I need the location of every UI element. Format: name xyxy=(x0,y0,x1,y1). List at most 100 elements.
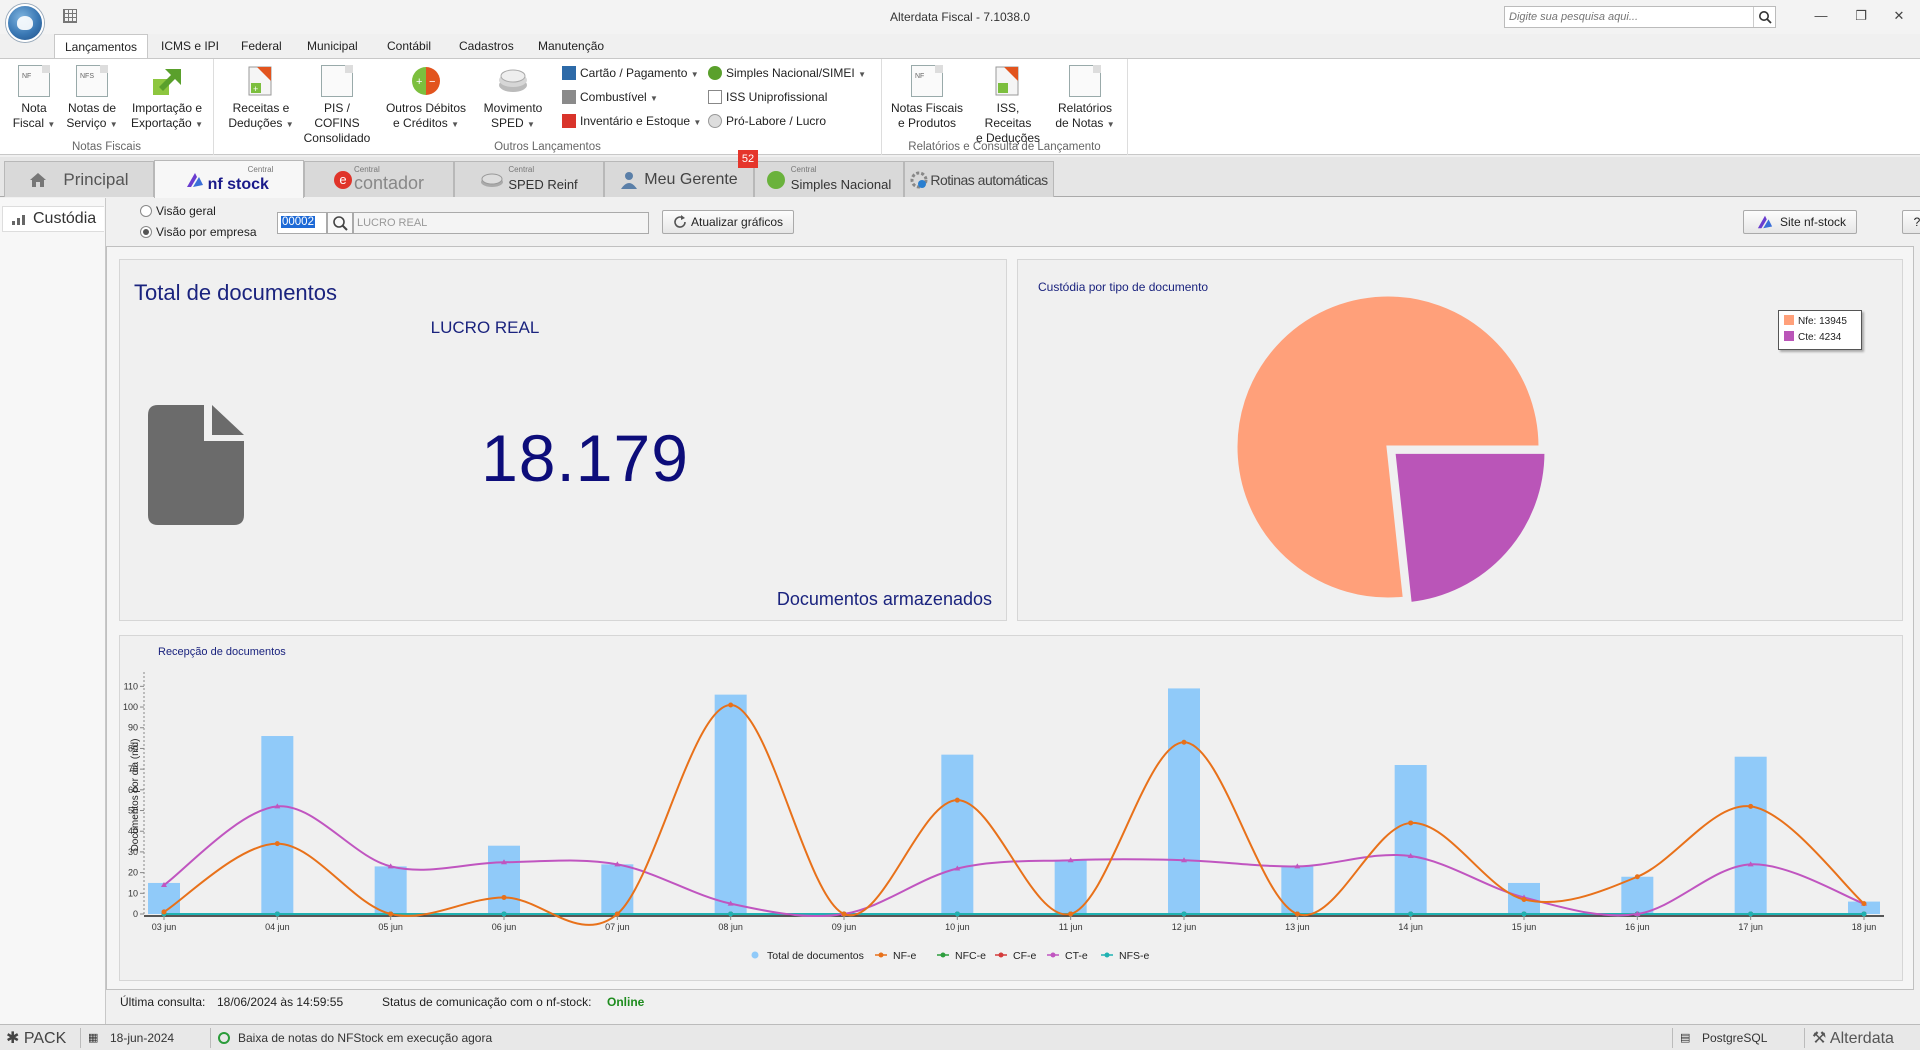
tab-nf-stock[interactable]: Central nf stock xyxy=(154,160,304,198)
point-cte-0[interactable] xyxy=(161,882,167,888)
notas-fiscais-produtos-button[interactable]: NF Notas Fiscais e Produtos xyxy=(890,65,964,131)
relatorios-notas-button[interactable]: Relatórios de Notas ▼ xyxy=(1052,65,1118,132)
simples-simei-button[interactable]: Simples Nacional/SIMEI ▼ xyxy=(708,63,866,83)
pis-cofins-button[interactable]: PIS / COFINS Consolidado xyxy=(302,65,372,146)
legend-item-nfce[interactable]: NFC-e xyxy=(937,950,986,962)
point-cte-1[interactable] xyxy=(274,803,281,809)
point-nfe-0[interactable] xyxy=(161,909,167,915)
tab-meu-gerente[interactable]: Meu Gerente xyxy=(604,161,754,197)
point-cte-14[interactable] xyxy=(1747,861,1754,867)
notas-servico-button[interactable]: NFS Notas de Serviço ▼ xyxy=(64,65,120,132)
point-nfse-7[interactable] xyxy=(954,911,960,917)
bar-total-7[interactable] xyxy=(941,754,974,914)
legend-item-totaldedocumentos[interactable]: Total de documentos xyxy=(751,950,864,962)
point-cte-7[interactable] xyxy=(954,865,961,871)
bar-total-14[interactable] xyxy=(1734,756,1767,914)
pie-slice-cte[interactable] xyxy=(1392,436,1561,606)
point-cte-3[interactable] xyxy=(501,859,507,865)
bar-total-4[interactable] xyxy=(601,864,634,914)
combustivel-button[interactable]: Combustível ▼ xyxy=(562,87,658,107)
bar-total-15[interactable] xyxy=(1848,901,1880,914)
point-nfe-3[interactable] xyxy=(501,894,507,900)
point-nfe-11[interactable] xyxy=(1408,820,1414,826)
point-cte-11[interactable] xyxy=(1407,853,1414,859)
legend-item-nfe[interactable]: NF-e xyxy=(875,950,916,962)
point-nfe-1[interactable] xyxy=(274,841,280,847)
tab-central-contador[interactable]: e Central contador xyxy=(304,161,454,197)
tab-cadastros[interactable]: Cadastros xyxy=(459,39,514,53)
global-search[interactable] xyxy=(1504,6,1776,28)
point-cte-4[interactable] xyxy=(614,861,621,867)
bar-total-11[interactable] xyxy=(1394,764,1427,914)
legend-item-cfe[interactable]: CF-e xyxy=(995,950,1036,962)
bar-total-1[interactable] xyxy=(261,736,294,914)
point-cte-10[interactable] xyxy=(1294,863,1301,869)
point-nfe-13[interactable] xyxy=(1634,874,1640,880)
help-button[interactable]: ? xyxy=(1902,210,1920,234)
minimize-button[interactable]: — xyxy=(1814,8,1828,23)
point-nfse-1[interactable] xyxy=(274,911,280,917)
point-nfe-15[interactable] xyxy=(1861,901,1867,907)
tab-principal[interactable]: Principal xyxy=(4,161,154,197)
point-nfe-9[interactable] xyxy=(1181,739,1187,745)
importacao-exportacao-button[interactable]: Importação e Exportação ▼ xyxy=(126,65,208,132)
pro-labore-button[interactable]: Pró-Labore / Lucro xyxy=(708,111,826,131)
pie-slice-nfe[interactable] xyxy=(1221,280,1556,615)
movimento-sped-button[interactable]: Movimento SPED ▼ xyxy=(478,65,548,132)
point-cte-9[interactable] xyxy=(1181,857,1187,863)
calculator-icon[interactable] xyxy=(63,9,77,23)
point-cte-5[interactable] xyxy=(727,900,734,906)
point-nfse-12[interactable] xyxy=(1521,911,1527,917)
point-nfe-4[interactable] xyxy=(614,911,620,917)
bar-total-3[interactable] xyxy=(488,845,520,914)
tab-manutencao[interactable]: Manutenção xyxy=(538,39,605,53)
point-nfe-12[interactable] xyxy=(1521,897,1527,903)
close-button[interactable]: ✕ xyxy=(1893,8,1905,23)
point-nfse-14[interactable] xyxy=(1748,911,1754,917)
company-code-input[interactable]: 00002 xyxy=(277,212,327,234)
point-nfse-9[interactable] xyxy=(1181,911,1187,917)
point-nfse-5[interactable] xyxy=(728,911,734,917)
outros-debitos-button[interactable]: + − Outros Débitos e Créditos ▼ xyxy=(384,65,468,132)
tab-simples-nacional[interactable]: Central Simples Nacional xyxy=(754,161,904,197)
tab-lancamentos[interactable]: Lançamentos xyxy=(54,34,149,59)
point-nfse-15[interactable] xyxy=(1861,911,1867,917)
point-cte-2[interactable] xyxy=(387,863,394,869)
bar-total-8[interactable] xyxy=(1054,860,1087,914)
bar-total-0[interactable] xyxy=(148,882,180,914)
point-nfe-2[interactable] xyxy=(388,911,394,917)
radio-visao-empresa[interactable]: Visão por empresa xyxy=(140,224,257,240)
restore-button[interactable]: ❐ xyxy=(1855,8,1867,23)
bar-total-5[interactable] xyxy=(714,694,747,914)
radio-visao-geral[interactable]: Visão geral xyxy=(140,203,216,219)
point-nfe-5[interactable] xyxy=(728,702,734,708)
tab-icms-ipi[interactable]: ICMS e IPI xyxy=(161,39,220,53)
point-nfe-6[interactable] xyxy=(841,911,847,917)
tab-sped-reinf[interactable]: Central SPED Reinf xyxy=(454,161,604,197)
tab-rotinas-automaticas[interactable]: Rotinas automáticas xyxy=(904,161,1054,197)
refresh-charts-button[interactable]: Atualizar gráficos xyxy=(662,210,795,234)
search-input[interactable] xyxy=(1505,7,1751,27)
bar-total-2[interactable] xyxy=(374,866,407,914)
receitas-deducoes-button[interactable]: + Receitas e Deduções ▼ xyxy=(228,65,294,132)
legend-item-nfse[interactable]: NFS-e xyxy=(1101,950,1149,962)
point-nfe-8[interactable] xyxy=(1068,911,1074,917)
site-nfstock-button[interactable]: Site nf-stock xyxy=(1743,210,1858,234)
inventario-button[interactable]: Inventário e Estoque ▼ xyxy=(562,111,701,131)
bar-total-13[interactable] xyxy=(1621,876,1654,914)
company-search-button[interactable] xyxy=(327,212,353,234)
point-nfe-14[interactable] xyxy=(1748,803,1754,809)
tab-federal[interactable]: Federal xyxy=(241,39,282,53)
cartao-pagamento-button[interactable]: Cartão / Pagamento ▼ xyxy=(562,63,699,83)
sidebar-item-custodia[interactable]: Custódia xyxy=(2,206,104,232)
point-nfe-7[interactable] xyxy=(954,797,960,803)
point-nfse-3[interactable] xyxy=(501,911,507,917)
tab-municipal[interactable]: Municipal xyxy=(307,39,358,53)
point-cte-13[interactable] xyxy=(1634,911,1641,916)
app-logo[interactable] xyxy=(6,4,44,42)
point-nfe-10[interactable] xyxy=(1294,911,1300,917)
point-cte-8[interactable] xyxy=(1067,857,1074,863)
point-nfse-11[interactable] xyxy=(1408,911,1414,917)
tab-contabil[interactable]: Contábil xyxy=(387,39,432,53)
nota-fiscal-button[interactable]: NF Nota Fiscal ▼ xyxy=(10,65,58,132)
